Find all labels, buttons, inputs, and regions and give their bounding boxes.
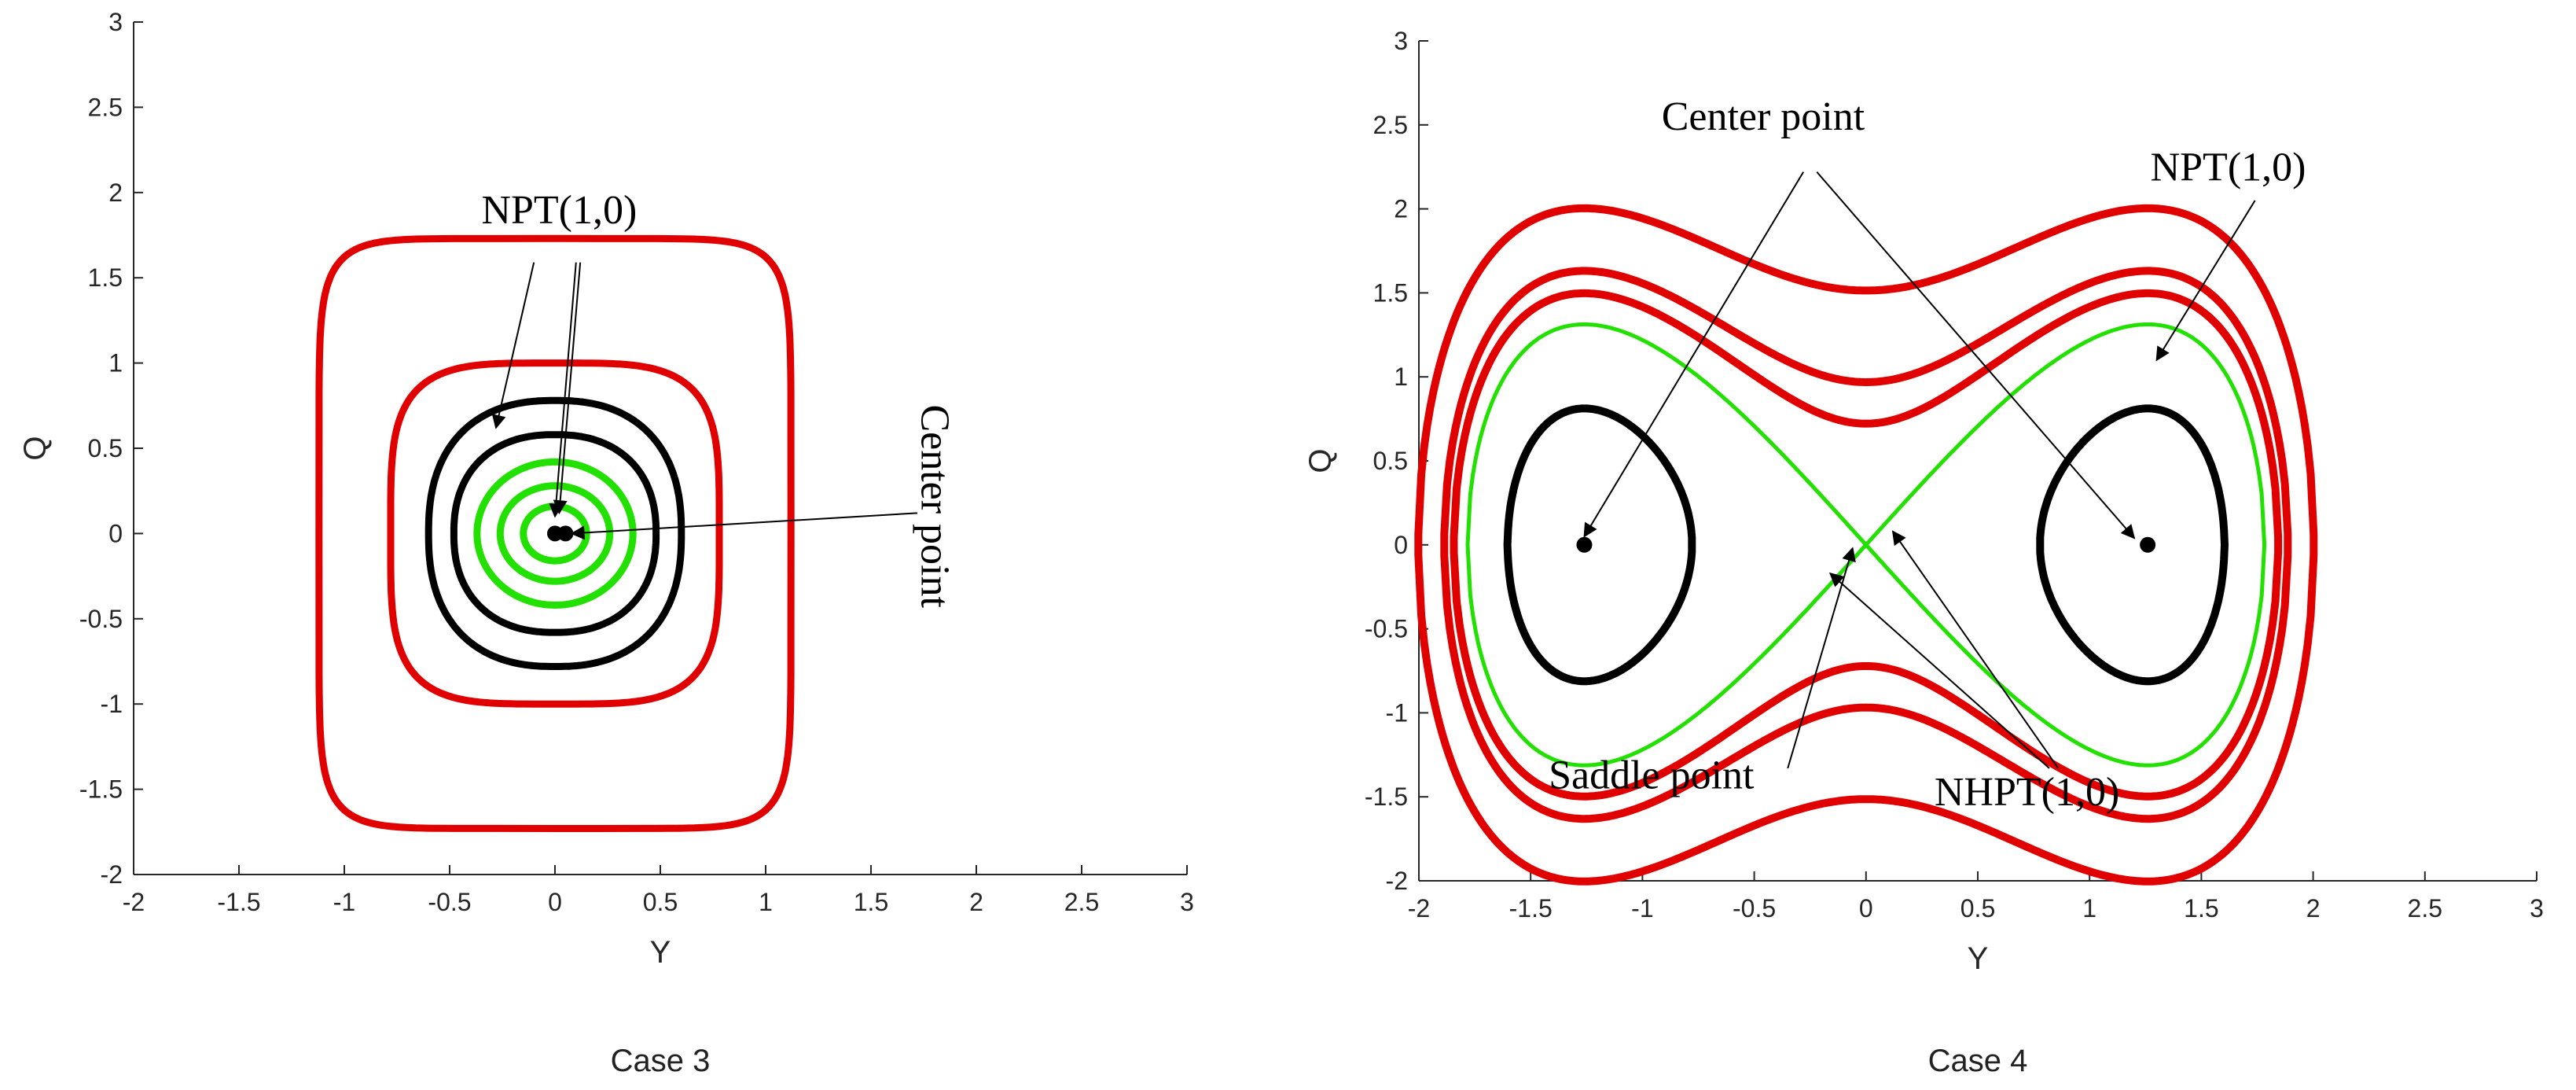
x-tick-label: -0.5 <box>428 888 471 916</box>
x-tick-label: -1 <box>333 888 355 916</box>
inner-orbit-curve <box>1503 404 1696 686</box>
annotation-arrow <box>570 512 918 540</box>
fixed-point-marker <box>557 525 574 542</box>
x-tick-label: -2 <box>1408 894 1430 922</box>
y-tick-label: 3 <box>1394 27 1408 55</box>
annotation-arrow <box>1787 547 1856 769</box>
x-tick-label: 0 <box>548 888 562 916</box>
annotation-label: Center point <box>1662 94 1865 139</box>
y-axis-label: Q <box>1303 448 1338 473</box>
y-tick-label: 0.5 <box>88 434 123 462</box>
outer-orbit-curve <box>1414 204 2318 886</box>
y-tick-label: -0.5 <box>1365 615 1408 643</box>
case3-phase-portrait: -2 -1.5 -1 -0.5 0 0.5 1 1.5 2 2.5 3 -2 -1.5 -1 -0.5 0 0.… <box>18 8 1194 970</box>
x-tick-label: 1.5 <box>854 888 888 916</box>
inner-orbit-curve <box>2036 404 2229 686</box>
x-tick-label: 1 <box>2082 894 2096 922</box>
orbit-curve <box>450 431 660 636</box>
y-tick-label: 0.5 <box>1373 447 1408 475</box>
x-axis-label: Y <box>1968 941 1989 976</box>
x-tick-label: -0.5 <box>1733 894 1776 922</box>
y-tick-label: 2 <box>1394 195 1408 223</box>
x-tick-label: 2.5 <box>1064 888 1099 916</box>
y-tick-label: 1 <box>1394 363 1408 391</box>
y-tick-label: -0.5 <box>79 605 123 633</box>
annotation-label: NHPT(1,0) <box>1935 770 2119 815</box>
annotation-arrow <box>1828 572 2050 769</box>
orbit-curve <box>387 359 723 708</box>
orbit-curve <box>496 482 614 585</box>
outer-orbit-curve <box>1440 267 2292 823</box>
orbit-curve <box>520 503 590 565</box>
y-tick-label: 3 <box>108 8 123 36</box>
y-tick-label: 0 <box>108 519 123 547</box>
y-tick-label: 1.5 <box>1373 278 1408 307</box>
outer-orbit-curve <box>1450 289 2283 801</box>
annotation-arrow <box>553 262 582 515</box>
annotation-arrow <box>491 262 535 429</box>
case4-phase-portrait: -2 -1.5 -1 -0.5 0 0.5 1 1.5 2 2.5 3 -2 -1.5 -1 -0.5 0 0.… <box>1303 27 2544 976</box>
annotation-arrow <box>549 262 577 518</box>
y-tick-label: 1 <box>108 349 123 377</box>
annotation-arrow <box>1816 171 2136 539</box>
y-tick-label: 0 <box>1394 531 1408 559</box>
x-tick-label: 0 <box>1859 894 1873 922</box>
annotation-label: Saddle point <box>1549 753 1755 798</box>
y-tick-label: -1.5 <box>1365 783 1408 811</box>
case3-caption: Case 3 <box>611 1044 711 1078</box>
annotation-label: Center point <box>912 404 957 608</box>
y-tick-label: -1 <box>101 690 123 718</box>
x-tick-label: -1.5 <box>1509 894 1553 922</box>
y-tick-label: 2.5 <box>88 93 123 121</box>
x-tick-label: 3 <box>1180 888 1194 916</box>
annotation-label: NPT(1,0) <box>2151 145 2306 190</box>
y-tick-label: -2 <box>101 860 123 889</box>
separatrix-curve <box>1465 322 2267 768</box>
x-tick-label: 1.5 <box>2184 894 2218 922</box>
y-tick-label: 2.5 <box>1373 111 1408 139</box>
x-tick-label: 2 <box>2306 894 2321 922</box>
fixed-point-marker <box>1576 536 1593 553</box>
annotation-label: NPT(1,0) <box>481 188 637 233</box>
x-axis-label: Y <box>650 935 671 970</box>
y-tick-label: -1.5 <box>79 775 123 804</box>
x-tick-label: -1.5 <box>217 888 260 916</box>
y-tick-label: -1 <box>1386 698 1408 727</box>
y-tick-label: 1.5 <box>88 263 123 292</box>
y-axis-label: Q <box>18 436 53 460</box>
orbit-curve <box>315 234 795 833</box>
x-tick-label: 3 <box>2530 894 2544 922</box>
orbit-curve <box>473 458 637 609</box>
x-tick-label: -1 <box>1631 894 1653 922</box>
orbit-curve <box>424 396 685 670</box>
fixed-point-marker <box>2140 536 2156 553</box>
x-tick-label: 0.5 <box>1960 894 1995 922</box>
y-tick-label: -2 <box>1386 867 1408 895</box>
case4-caption: Case 4 <box>1928 1044 2028 1078</box>
y-tick-label: 2 <box>108 179 123 207</box>
annotation-arrow <box>2155 200 2256 362</box>
x-tick-label: 0.5 <box>643 888 678 916</box>
annotation-arrow <box>1583 171 1805 538</box>
annotation-arrow <box>1891 530 2060 769</box>
x-tick-label: 2 <box>969 888 983 916</box>
x-tick-label: 2.5 <box>2408 894 2442 922</box>
x-tick-label: 1 <box>759 888 773 916</box>
x-tick-label: -2 <box>123 888 145 916</box>
